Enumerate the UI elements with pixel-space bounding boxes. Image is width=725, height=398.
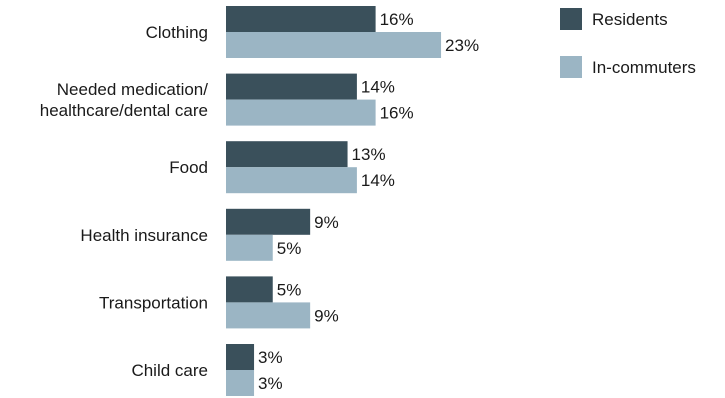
category-label-5: Child care [131,361,208,380]
legend-swatch-in-commuters [560,56,582,78]
category-labels: Clothing Needed medication/healthcare/den… [40,23,208,380]
legend-label-residents: Residents [592,10,668,29]
legend-swatch-residents [560,8,582,30]
category-label-3: Health insurance [80,226,208,245]
bar-in-commuters-2 [226,167,357,194]
bar-residents-2 [226,141,348,168]
value-label-in-commuters-0: 23% [445,36,479,55]
value-label-residents-4: 5% [277,280,302,299]
value-label-in-commuters-5: 3% [258,374,283,393]
bar-residents-3 [226,208,311,235]
bar-in-commuters-1 [226,99,376,126]
bar-in-commuters-4 [226,302,311,329]
category-label-1: Needed medication/healthcare/dental care [40,80,208,120]
value-label-residents-3: 9% [314,213,339,232]
value-label-residents-5: 3% [258,348,283,367]
bar-in-commuters-3 [226,234,273,261]
bar-residents-5 [226,344,255,370]
bar-residents-1 [226,73,357,100]
value-label-in-commuters-1: 16% [380,104,414,123]
category-label-2: Food [169,158,208,177]
bar-in-commuters-0 [226,32,442,58]
value-label-in-commuters-2: 14% [361,171,395,190]
legend-label-in-commuters: In-commuters [592,58,696,77]
category-label-0: Clothing [146,23,208,42]
bar-residents-4 [226,276,273,303]
value-labels: 16% 23% 14% 16% 13% 14% 9% 5% 5% 9% 3% 3% [258,10,479,393]
value-label-residents-1: 14% [361,78,395,97]
value-label-residents-0: 16% [380,10,414,29]
legend: Residents In-commuters [560,8,696,78]
value-label-residents-2: 13% [352,145,386,164]
bar-in-commuters-5 [226,370,255,396]
bar-residents-0 [226,6,376,32]
category-label-4: Transportation [99,293,208,312]
bars-layer [226,6,442,396]
value-label-in-commuters-4: 9% [314,306,339,325]
value-label-in-commuters-3: 5% [277,239,302,258]
